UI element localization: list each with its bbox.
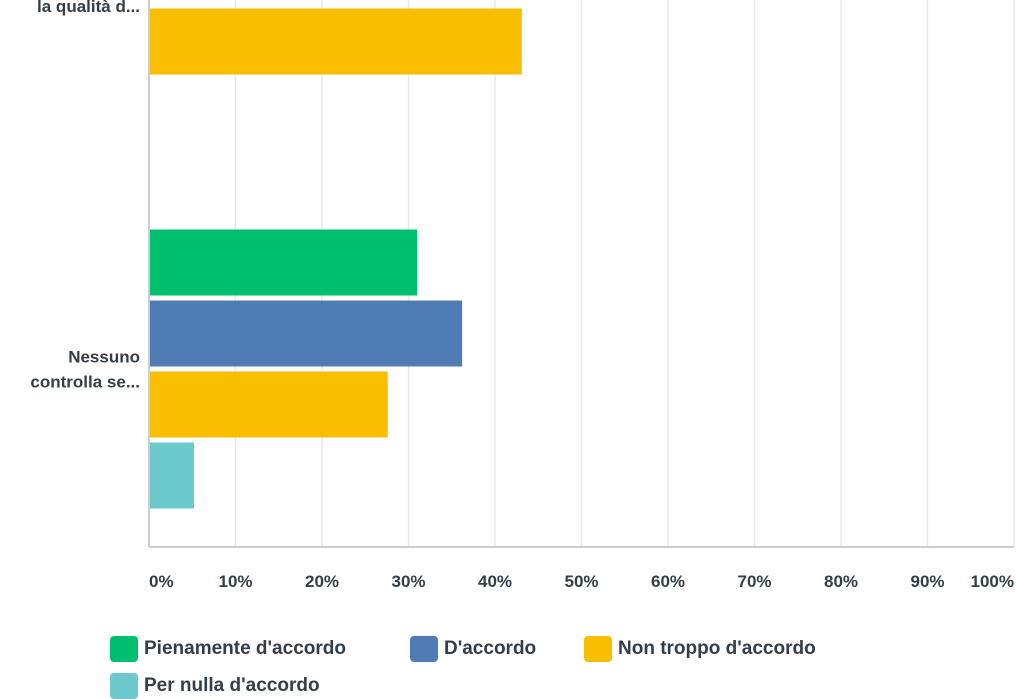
x-tick-label: 40% [478, 572, 512, 591]
x-tick-label: 80% [824, 572, 858, 591]
category-label: Nessuno [68, 348, 140, 367]
legend-item[interactable]: Per nulla d'accordo [110, 673, 320, 699]
x-axis-ticks: 0% 10% 20% 30% 40% 50% 60% 70% 80% 90% 100% [149, 572, 1014, 591]
legend-label: Per nulla d'accordo [144, 675, 320, 696]
legend-swatch [110, 673, 138, 699]
x-tick-label: 90% [910, 572, 944, 591]
grid [234, 0, 1015, 547]
x-tick-label: 50% [564, 572, 598, 591]
legend-label: Pienamente d'accordo [144, 638, 346, 659]
legend-item[interactable]: D'accordo [410, 636, 536, 662]
bar-2-series-1[interactable] [150, 229, 418, 296]
legend-label: Non troppo d'accordo [618, 638, 816, 659]
legend-swatch [584, 636, 612, 662]
bar-1-series-3[interactable] [150, 8, 522, 75]
category-label: controlla se... [30, 373, 140, 392]
x-tick-label: 10% [218, 572, 252, 591]
category-label: la qualità d... [37, 0, 140, 16]
x-tick-label: 20% [305, 572, 339, 591]
x-tick-label: 100% [971, 572, 1014, 591]
x-tick-label: 70% [737, 572, 771, 591]
legend-swatch [110, 636, 138, 662]
category-labels: la qualità d... Nessuno controlla se... [30, 0, 140, 392]
bars [150, 8, 522, 509]
x-tick-label: 30% [391, 572, 425, 591]
legend-swatch [410, 636, 438, 662]
legend-label: D'accordo [444, 638, 537, 659]
x-tick-label: 0% [149, 572, 174, 591]
bar-2-series-4[interactable] [150, 442, 194, 509]
bar-2-series-3[interactable] [150, 371, 388, 438]
legend-item[interactable]: Pienamente d'accordo [110, 636, 346, 662]
x-tick-label: 60% [651, 572, 685, 591]
bar-2-series-2[interactable] [150, 300, 463, 367]
legend-item[interactable]: Non troppo d'accordo [584, 636, 816, 662]
